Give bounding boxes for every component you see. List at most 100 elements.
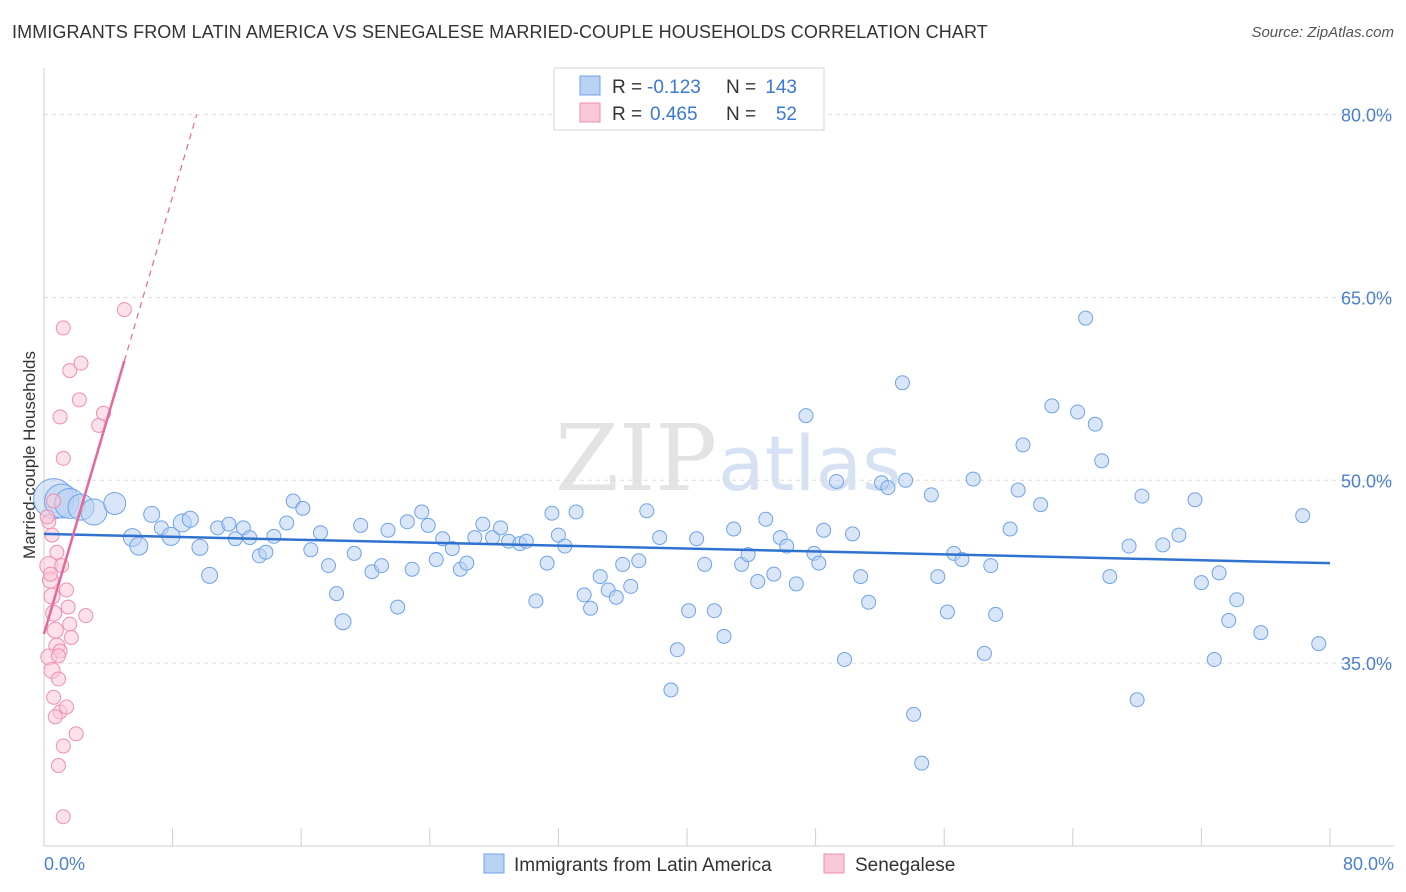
latin-america-point-99 [914, 755, 930, 771]
series-legend: Immigrants from Latin America Senegalese [483, 853, 955, 876]
latin-america-point-75 [716, 628, 732, 644]
latin-america-point-37 [399, 514, 415, 530]
gridlines [44, 114, 1394, 664]
senegalese-point-38 [39, 509, 55, 525]
latin-america-point-128 [1221, 612, 1237, 628]
senegalese-point-21 [42, 566, 58, 582]
latin-america-point-102 [939, 604, 955, 620]
senegalese-point-33 [71, 392, 87, 408]
latin-america-point-27 [312, 525, 328, 541]
latin-america-point-45 [459, 555, 475, 571]
legend-blue-r-value: -0.123 [647, 77, 701, 98]
latin-america-point-12 [181, 510, 199, 528]
latin-america-point-56 [550, 527, 566, 543]
senegalese-point-14 [50, 758, 66, 774]
latin-america-point-124 [1187, 492, 1203, 508]
latin-america-point-79 [750, 573, 766, 589]
latin-america-point-14 [201, 566, 219, 584]
legend-pink-r-label: R = [612, 104, 642, 125]
latin-america-point-21 [258, 544, 274, 560]
latin-america-point-118 [1102, 569, 1118, 585]
senegalese-point-9 [46, 689, 62, 705]
senegalese-point-13 [55, 738, 71, 754]
latin-america-point-76 [726, 521, 742, 537]
senegalese-point-39 [46, 493, 62, 509]
watermark-atlas: atlas [718, 419, 902, 508]
senegalese-point-30 [62, 363, 78, 379]
latin-america-point-88 [816, 522, 832, 538]
latin-america-point-35 [380, 522, 396, 538]
latin-america-point-132 [1311, 636, 1327, 652]
senegalese-point-28 [55, 450, 71, 466]
chart-title: IMMIGRANTS FROM LATIN AMERICA VS SENEGAL… [12, 22, 988, 42]
latin-america-point-93 [861, 594, 877, 610]
legend-blue-n-value: 143 [765, 77, 797, 98]
bottom-legend-label-blue: Immigrants from Latin America [514, 855, 772, 876]
latin-america-point-101 [930, 569, 946, 585]
trendline-senegalese-extension [123, 114, 198, 361]
latin-america-point-127 [1211, 565, 1227, 581]
bottom-legend-label-pink: Senegalese [855, 855, 955, 876]
latin-america-point-121 [1134, 488, 1150, 504]
bottom-legend-swatch-pink [823, 853, 845, 874]
latin-america-point-74 [706, 603, 722, 619]
latin-america-point-85 [798, 408, 814, 424]
latin-america-point-117 [1094, 453, 1110, 469]
source-label: Source: ZipAtlas.com [1251, 24, 1394, 41]
latin-america-point-63 [608, 589, 624, 605]
latin-america-point-97 [898, 472, 914, 488]
latin-america-point-16 [221, 516, 237, 532]
latin-america-point-32 [353, 517, 369, 533]
correlation-legend: R = -0.123 N = 143 R = 0.465 N = 52 [553, 67, 825, 131]
latin-america-point-112 [1033, 497, 1049, 513]
latin-america-point-39 [414, 504, 430, 520]
latin-america-point-66 [631, 553, 647, 569]
latin-america-point-55 [544, 505, 560, 521]
y-axis-label: Married-couple Households [20, 351, 39, 559]
latin-america-point-31 [346, 545, 362, 561]
latin-america-point-68 [652, 530, 668, 546]
latin-america-point-105 [965, 471, 981, 487]
senegalese-point-29 [52, 409, 68, 425]
trendline-senegalese [42, 360, 126, 635]
latin-america-point-47 [475, 516, 491, 532]
latin-america-point-108 [988, 606, 1004, 622]
senegalese-point-15 [68, 726, 84, 742]
latin-america-point-73 [697, 556, 713, 572]
latin-america-point-130 [1253, 625, 1269, 641]
latin-america-point-107 [983, 558, 999, 574]
series-senegalese [39, 302, 132, 825]
trendline-latin-america [43, 532, 1331, 565]
x-tick-label-max: 80.0% [1343, 854, 1394, 874]
latin-america-point-41 [428, 552, 444, 568]
senegalese-point-31 [73, 355, 89, 371]
latin-america-point-54 [539, 555, 555, 571]
latin-america-point-7 [129, 536, 149, 556]
legend-pink-r-value: 0.465 [650, 104, 698, 125]
latin-america-point-122 [1155, 537, 1171, 553]
latin-america-point-115 [1078, 310, 1094, 326]
latin-america-point-111 [1015, 437, 1031, 453]
latin-america-point-87 [811, 555, 827, 571]
latin-america-point-125 [1193, 575, 1209, 591]
trendlines [42, 114, 1331, 635]
x-tick-label-min: 0.0% [44, 854, 85, 874]
latin-america-point-71 [681, 603, 697, 619]
latin-america-point-80 [758, 511, 774, 527]
senegalese-point-32 [55, 320, 71, 336]
latin-america-point-96 [894, 375, 910, 391]
latin-america-point-53 [528, 593, 544, 609]
latin-america-point-109 [1002, 521, 1018, 537]
latin-america-point-89 [828, 474, 844, 490]
senegalese-point-8 [50, 671, 66, 687]
y-tick-labels: 35.0% 50.0% 65.0% 80.0% [1341, 106, 1392, 675]
y-tick-label-0: 35.0% [1341, 654, 1392, 674]
latin-america-point-90 [837, 651, 853, 667]
latin-america-point-5 [103, 491, 127, 515]
y-tick-label-3: 80.0% [1341, 106, 1392, 126]
latin-america-point-126 [1206, 651, 1222, 667]
latin-america-point-131 [1295, 508, 1311, 524]
latin-america-point-34 [374, 558, 390, 574]
latin-america-point-8 [143, 505, 161, 523]
